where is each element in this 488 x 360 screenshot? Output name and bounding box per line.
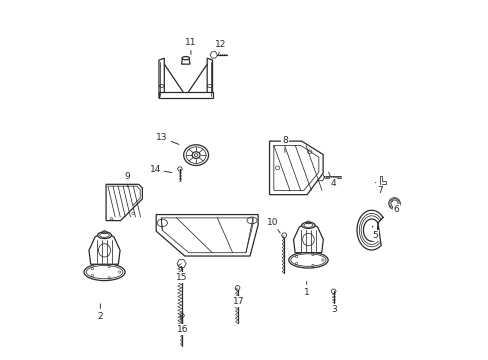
Polygon shape xyxy=(177,260,186,267)
Text: 3: 3 xyxy=(331,298,337,314)
Text: 12: 12 xyxy=(215,40,226,54)
Text: 1: 1 xyxy=(303,281,309,297)
Polygon shape xyxy=(177,167,182,171)
Polygon shape xyxy=(235,286,240,290)
Polygon shape xyxy=(207,58,212,98)
Text: 5: 5 xyxy=(371,226,377,240)
Polygon shape xyxy=(180,314,184,317)
Ellipse shape xyxy=(301,222,314,229)
Polygon shape xyxy=(269,141,323,195)
Polygon shape xyxy=(210,52,217,58)
Ellipse shape xyxy=(288,252,327,268)
Text: 2: 2 xyxy=(98,304,103,321)
Polygon shape xyxy=(293,224,323,253)
Polygon shape xyxy=(379,176,386,190)
Text: 17: 17 xyxy=(232,291,244,306)
Ellipse shape xyxy=(98,232,111,239)
Text: 6: 6 xyxy=(391,202,399,214)
Polygon shape xyxy=(181,58,190,64)
Polygon shape xyxy=(281,233,286,238)
Text: 7: 7 xyxy=(375,183,383,195)
Polygon shape xyxy=(106,184,142,221)
Text: 15: 15 xyxy=(176,266,187,282)
Text: 10: 10 xyxy=(266,218,280,233)
Polygon shape xyxy=(159,58,164,98)
Ellipse shape xyxy=(183,145,208,166)
Text: 9: 9 xyxy=(124,172,130,187)
Ellipse shape xyxy=(84,264,125,280)
Ellipse shape xyxy=(182,57,189,60)
Text: 16: 16 xyxy=(176,318,188,334)
Polygon shape xyxy=(89,233,120,264)
Polygon shape xyxy=(316,174,324,181)
Polygon shape xyxy=(330,289,335,293)
Text: 13: 13 xyxy=(156,133,179,144)
Text: 4: 4 xyxy=(328,172,336,188)
Polygon shape xyxy=(159,92,212,98)
Text: 11: 11 xyxy=(185,38,196,54)
Polygon shape xyxy=(156,215,258,256)
Text: 14: 14 xyxy=(149,165,172,174)
Ellipse shape xyxy=(192,152,200,158)
Text: 8: 8 xyxy=(282,136,287,152)
